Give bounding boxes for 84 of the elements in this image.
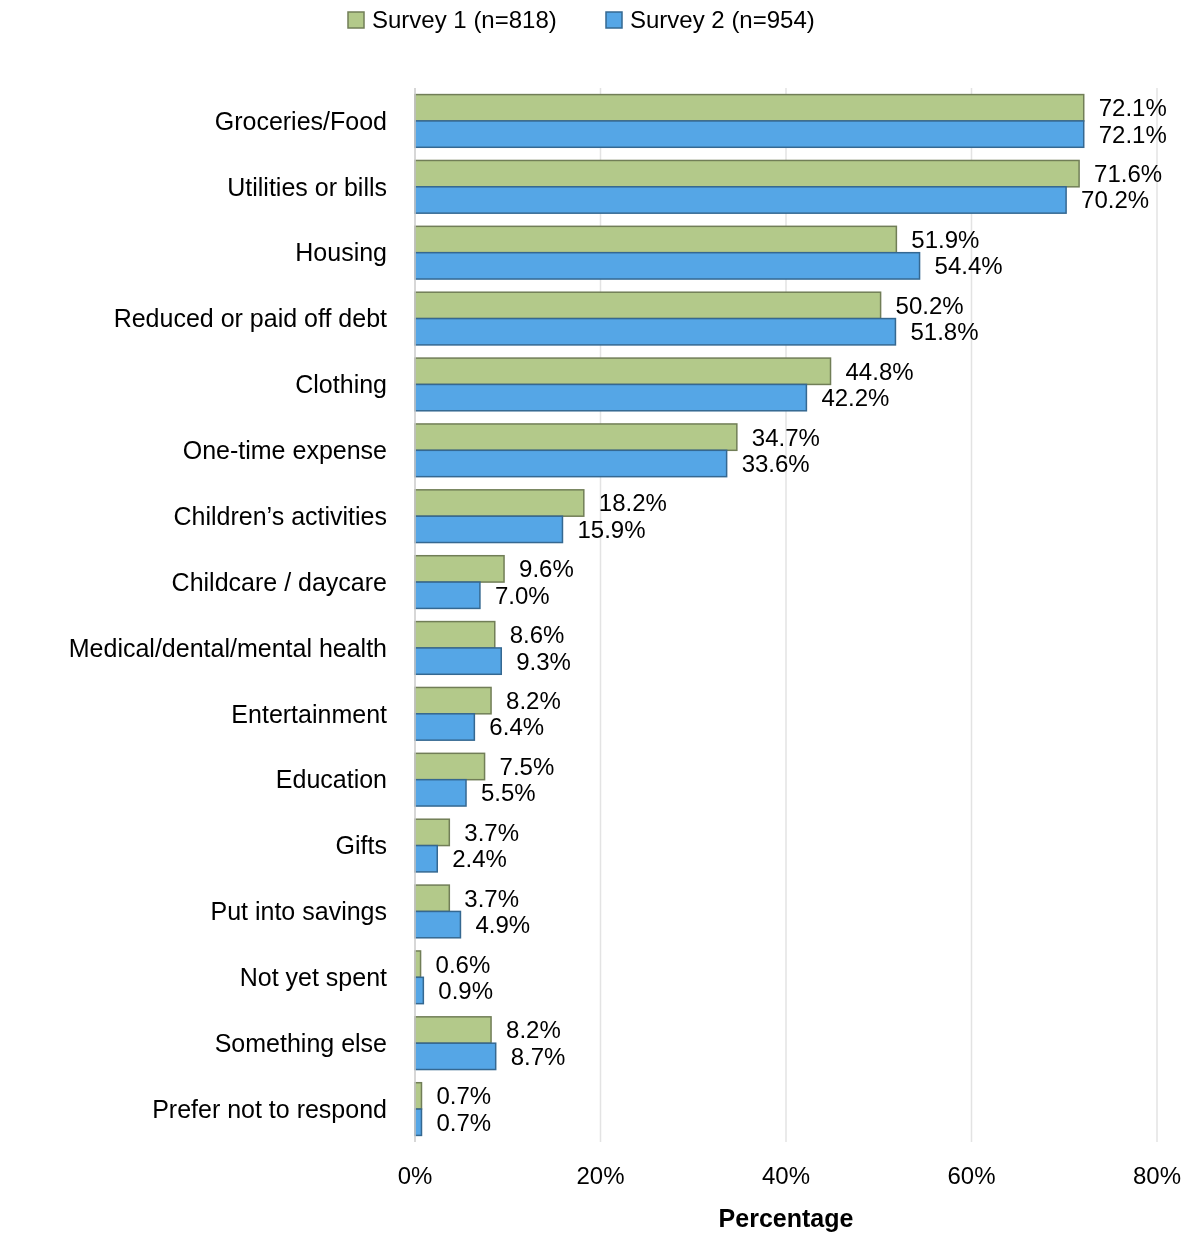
bar xyxy=(414,647,503,676)
data-label: 72.1% xyxy=(1098,120,1167,148)
y-tick-label: Not yet spent xyxy=(239,963,388,992)
bar xyxy=(414,910,462,939)
data-label: 6.4% xyxy=(489,713,545,741)
x-tick-label: 20% xyxy=(576,1162,625,1189)
x-axis-title: Percentage xyxy=(718,1204,854,1232)
bar xyxy=(414,581,481,610)
data-label: 33.6% xyxy=(741,449,810,477)
data-label: 7.5% xyxy=(499,752,555,780)
data-label: 72.1% xyxy=(1098,94,1167,122)
bar xyxy=(414,752,486,781)
y-tick-label: Housing xyxy=(295,238,387,267)
bar xyxy=(414,120,1085,149)
x-tick-label: 40% xyxy=(761,1162,811,1189)
bar xyxy=(414,251,921,280)
bar xyxy=(414,357,832,386)
data-label: 5.5% xyxy=(481,779,536,807)
y-tick-label: Prefer not to respond xyxy=(152,1094,387,1123)
bar xyxy=(414,423,738,452)
data-label: 51.8% xyxy=(910,318,979,346)
x-tick-label: 80% xyxy=(1132,1162,1182,1189)
y-tick-label: Clothing xyxy=(295,370,387,399)
bar xyxy=(414,449,728,478)
data-label: 50.2% xyxy=(895,291,964,319)
bar xyxy=(414,1042,497,1071)
data-label: 9.3% xyxy=(516,647,571,675)
data-label: 42.2% xyxy=(821,384,890,412)
bar xyxy=(414,291,882,320)
data-label: 3.7% xyxy=(464,818,520,846)
y-tick-label: Gifts xyxy=(335,831,387,860)
y-tick-label: Entertainment xyxy=(231,699,388,728)
y-tick-label: Medical/dental/mental health xyxy=(68,633,387,662)
bar xyxy=(414,489,585,517)
legend-label: Survey 2 (n=954) xyxy=(630,6,815,34)
data-label: 7.0% xyxy=(494,581,550,609)
data-label: 0.7% xyxy=(436,1108,492,1136)
bar xyxy=(414,554,505,583)
bar xyxy=(414,818,451,847)
bar xyxy=(414,93,1085,122)
bar xyxy=(414,159,1080,188)
bar xyxy=(414,884,451,913)
data-label: 8.2% xyxy=(506,687,561,715)
y-tick-label: Childcare / daycare xyxy=(171,567,387,596)
data-label: 15.9% xyxy=(577,515,646,543)
data-label: 2.4% xyxy=(452,845,507,873)
y-tick-label: One-time expense xyxy=(182,436,387,465)
bar xyxy=(414,713,476,741)
data-label: 0.7% xyxy=(436,1082,492,1110)
data-label: 4.9% xyxy=(475,911,531,939)
data-label: 71.6% xyxy=(1094,160,1163,188)
y-tick-label: Children’s activities xyxy=(173,501,387,530)
data-label: 8.2% xyxy=(506,1016,561,1044)
bar xyxy=(414,686,492,715)
y-tick-label: Something else xyxy=(214,1028,387,1057)
bar xyxy=(414,383,808,412)
y-tick-label: Utilities or bills xyxy=(227,172,387,201)
bar xyxy=(414,620,496,649)
x-tick-label: 0% xyxy=(397,1162,433,1189)
data-label: 9.6% xyxy=(519,555,574,583)
bar xyxy=(414,778,467,807)
bar xyxy=(414,225,898,254)
data-label: 8.6% xyxy=(509,621,565,649)
bar xyxy=(414,186,1067,214)
legend-label: Survey 1 (n=818) xyxy=(372,6,557,34)
x-tick-label: 60% xyxy=(947,1162,996,1189)
data-label: 34.7% xyxy=(751,423,820,451)
data-label: 0.6% xyxy=(435,950,491,978)
data-label: 18.2% xyxy=(598,489,667,517)
y-tick-label: Put into savings xyxy=(210,897,387,926)
data-label: 44.8% xyxy=(845,357,914,385)
bar xyxy=(414,317,897,346)
y-tick-label: Education xyxy=(275,765,387,794)
data-label: 70.2% xyxy=(1081,186,1150,214)
bar xyxy=(414,515,564,544)
data-label: 3.7% xyxy=(464,884,520,912)
data-label: 51.9% xyxy=(911,225,980,253)
data-label: 0.9% xyxy=(438,976,494,1004)
data-label: 8.7% xyxy=(510,1042,566,1070)
y-tick-label: Reduced or paid off debt xyxy=(113,304,388,333)
data-label: 54.4% xyxy=(934,252,1003,280)
bar xyxy=(414,844,439,873)
y-tick-label: Groceries/Food xyxy=(214,106,387,135)
bar xyxy=(414,1016,492,1044)
